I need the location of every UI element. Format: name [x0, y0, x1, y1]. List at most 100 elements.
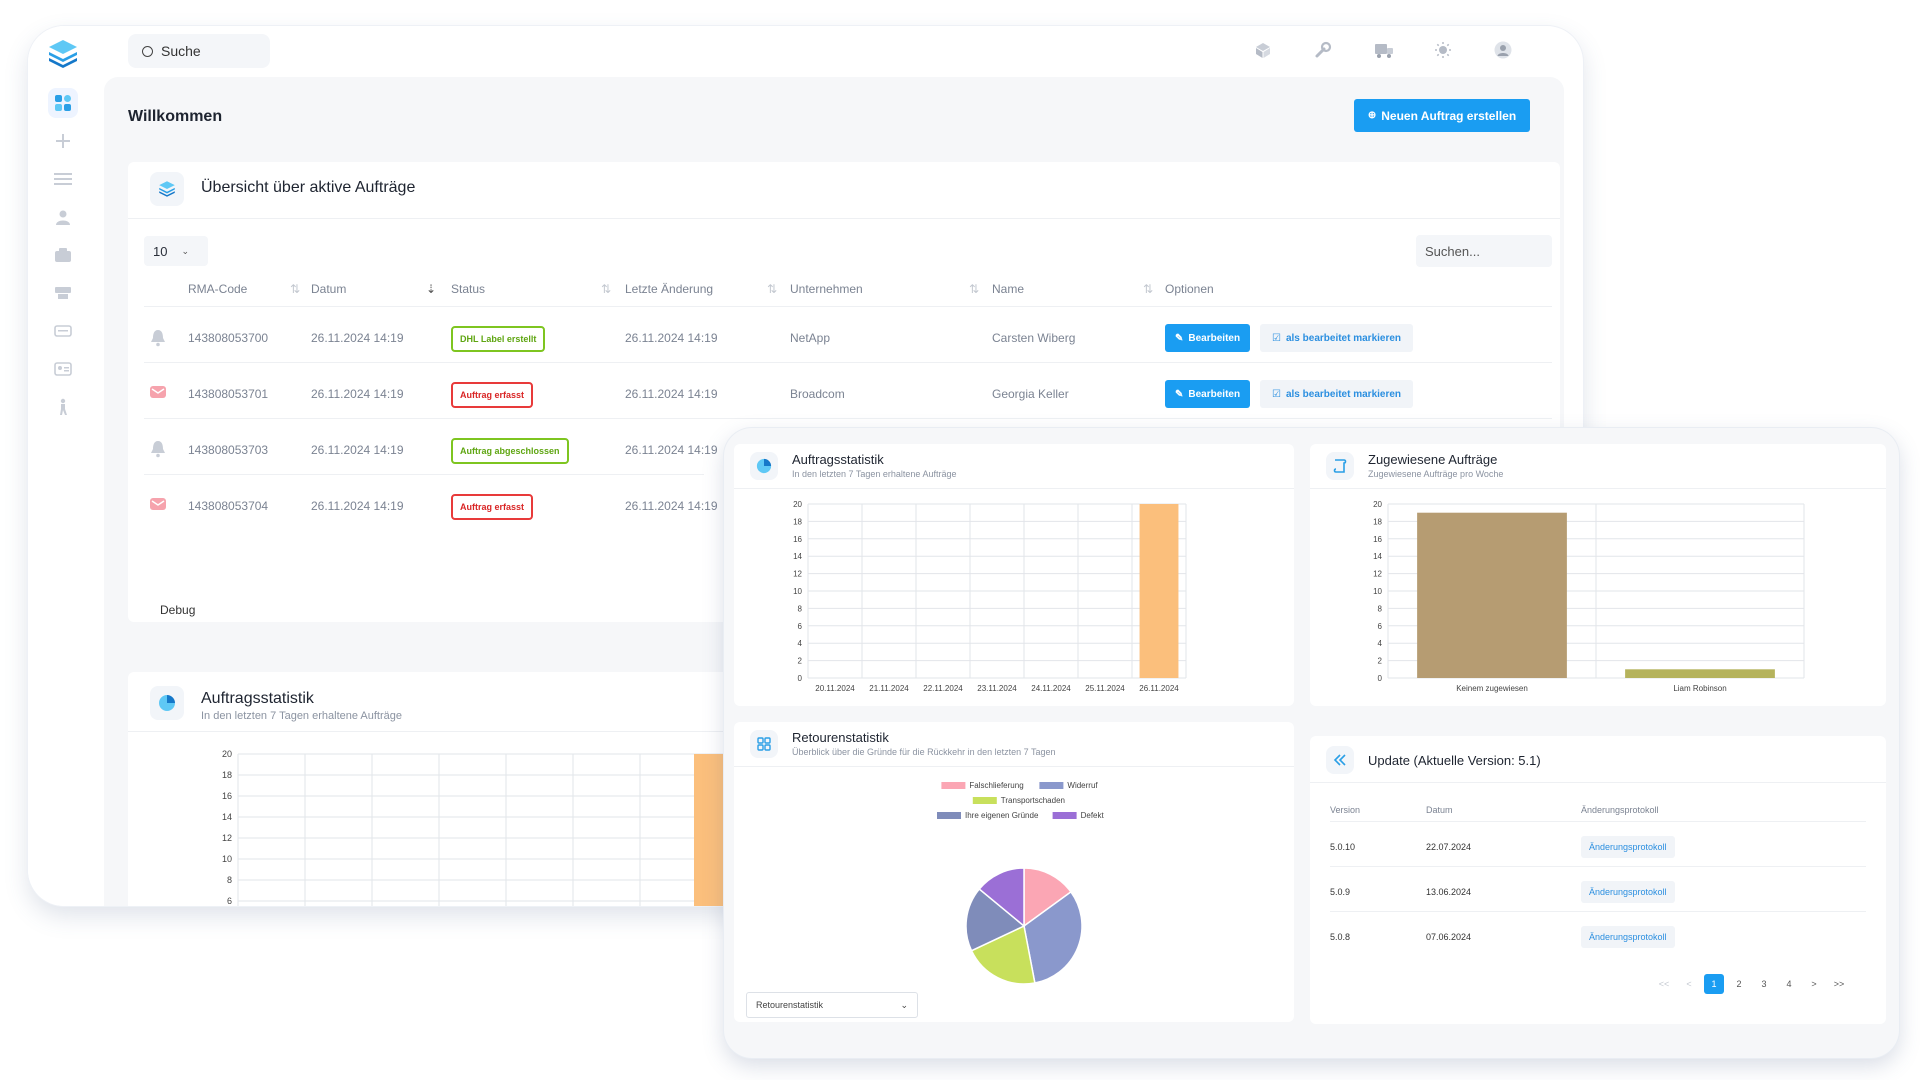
changelog-link[interactable]: Änderungsprotokoll — [1581, 836, 1675, 858]
sidebar-item-users[interactable] — [48, 202, 78, 232]
divider — [128, 218, 1560, 219]
mark-processed-button[interactable]: ☑ als bearbeitet markieren — [1260, 380, 1414, 408]
page-4[interactable]: 4 — [1786, 979, 1792, 989]
truck-icon[interactable] — [1374, 41, 1394, 64]
col-company[interactable]: Unternehmen — [790, 282, 863, 296]
search-input[interactable]: Suche — [128, 34, 270, 68]
mark-processed-button[interactable]: ☑ als bearbeitet markieren — [1260, 324, 1414, 352]
page-next[interactable]: > — [1811, 979, 1817, 989]
y-tick-label: 20 — [793, 500, 802, 509]
last-change: 26.11.2024 14:19 — [625, 499, 718, 513]
col-name[interactable]: Name — [992, 282, 1025, 296]
sort-icon[interactable]: ⇅ — [1143, 282, 1154, 296]
col-changelog: Änderungsprotokoll — [1581, 805, 1659, 815]
back-stats-title: Auftragsstatistik — [201, 690, 314, 707]
y-tick-label: 20 — [222, 749, 232, 759]
y-tick-label: 12 — [222, 833, 232, 843]
col-last-change[interactable]: Letzte Änderung — [625, 282, 714, 296]
customer-name: Georgia Keller — [992, 387, 1069, 401]
order-date: 26.11.2024 14:19 — [311, 331, 404, 345]
debug-link[interactable]: Debug — [160, 603, 196, 617]
page-3[interactable]: 3 — [1761, 979, 1767, 989]
last-change: 26.11.2024 14:19 — [625, 443, 718, 457]
status-badge: Auftrag erfasst — [451, 494, 534, 520]
theme-sun-icon[interactable] — [1434, 41, 1452, 64]
status-badge: Auftrag abgeschlossen — [451, 438, 569, 464]
changelog-link[interactable]: Änderungsprotokoll — [1581, 926, 1675, 948]
x-tick-label: 25.11.2024 — [1085, 684, 1125, 693]
y-tick-label: 2 — [1378, 657, 1383, 666]
search-icon — [142, 45, 153, 57]
user-icon — [56, 210, 70, 225]
sidebar-item-printer[interactable] — [48, 278, 78, 308]
company: NetApp — [790, 331, 831, 345]
edit-label: Bearbeiten — [1188, 388, 1241, 400]
release-date: 13.06.2024 — [1426, 887, 1472, 897]
sidebar-item-returns[interactable] — [48, 392, 78, 422]
sort-icon[interactable]: ⇅ — [290, 282, 301, 296]
sidebar-item-add[interactable] — [48, 126, 78, 156]
page-prev[interactable]: < — [1686, 979, 1692, 989]
sort-icon[interactable]: ⇅ — [969, 282, 980, 296]
sidebar-item-cards[interactable] — [48, 316, 78, 346]
legend-swatch — [1039, 782, 1064, 789]
sidebar-item-dashboard[interactable] — [48, 88, 78, 118]
assigned-subtitle: Zugewiesene Aufträge pro Woche — [1368, 469, 1504, 479]
sort-desc-icon[interactable]: ⇣ — [426, 282, 437, 296]
legend-label: Transportschaden — [1001, 796, 1065, 805]
col-rma-code[interactable]: RMA-Code — [188, 282, 248, 296]
table-search-input[interactable]: Suchen... — [1416, 235, 1552, 267]
layers-icon — [150, 172, 184, 206]
app-logo-icon[interactable] — [45, 36, 81, 72]
divider — [734, 766, 1294, 767]
sort-icon[interactable]: ⇅ — [601, 282, 612, 296]
col-status[interactable]: Status — [451, 282, 486, 296]
col-version: Version — [1330, 805, 1361, 815]
page-2[interactable]: 2 — [1736, 979, 1742, 989]
edit-button[interactable]: ✎ Bearbeiten — [1165, 324, 1251, 352]
y-tick-label: 18 — [793, 517, 802, 526]
y-tick-label: 16 — [222, 791, 232, 801]
check-icon: ☑ — [1272, 332, 1281, 344]
col-date[interactable]: Datum — [311, 282, 347, 296]
changelog-link[interactable]: Änderungsprotokoll — [1581, 881, 1675, 903]
list-icon — [54, 173, 72, 185]
order-stats-card — [734, 444, 1294, 706]
box-icon[interactable] — [1254, 41, 1272, 64]
orders-bar-chart: 0 2 4 6 8 10 12 14 16 18 20 20.11.2024 21.11.2024 22.… — [793, 500, 1187, 693]
new-order-button[interactable]: ⊕ Neuen Auftrag erstellen — [1354, 99, 1530, 132]
page-size-value: 10 — [153, 243, 168, 259]
y-tick-label: 12 — [1373, 570, 1382, 579]
sidebar-item-inbox[interactable] — [48, 240, 78, 270]
sidebar-item-list[interactable] — [48, 164, 78, 194]
mail-icon — [149, 385, 167, 402]
wrench-icon[interactable] — [1314, 41, 1332, 64]
bar — [1139, 504, 1179, 678]
page-1[interactable]: 1 — [1704, 974, 1724, 994]
divider — [1330, 866, 1866, 867]
y-tick-label: 14 — [222, 812, 232, 822]
bell-icon — [150, 329, 166, 350]
pencil-icon: ✎ — [1175, 332, 1184, 344]
chevron-down-icon: ⌄ — [900, 999, 908, 1010]
edit-button[interactable]: ✎ Bearbeiten — [1165, 380, 1251, 408]
sort-icon[interactable]: ⇅ — [767, 282, 778, 296]
check-icon: ☑ — [1272, 388, 1281, 400]
y-tick-label: 6 — [1378, 622, 1383, 631]
user-avatar-icon[interactable] — [1494, 41, 1512, 64]
page-size-select[interactable]: 10 ⌄ — [144, 236, 208, 266]
x-tick-label: 22.11.2024 — [923, 684, 963, 693]
inbox-icon — [55, 248, 71, 262]
back-stats-subtitle: In den letzten 7 Tagen erhaltene Aufträg… — [201, 710, 403, 722]
stats-title: Auftragsstatistik — [792, 452, 884, 467]
divider — [1330, 911, 1866, 912]
page-first[interactable]: << — [1658, 979, 1670, 989]
divider — [144, 418, 1552, 419]
stats-subtitle: In den letzten 7 Tagen erhaltene Aufträg… — [792, 469, 957, 479]
page-last[interactable]: >> — [1833, 979, 1845, 989]
sidebar-item-contacts[interactable] — [48, 354, 78, 384]
x-tick-label: Liam Robinson — [1673, 684, 1726, 693]
returns-stats-select[interactable]: Retourenstatistik ⌄ — [746, 992, 918, 1018]
customer-name: Carsten Wiberg — [992, 331, 1076, 345]
